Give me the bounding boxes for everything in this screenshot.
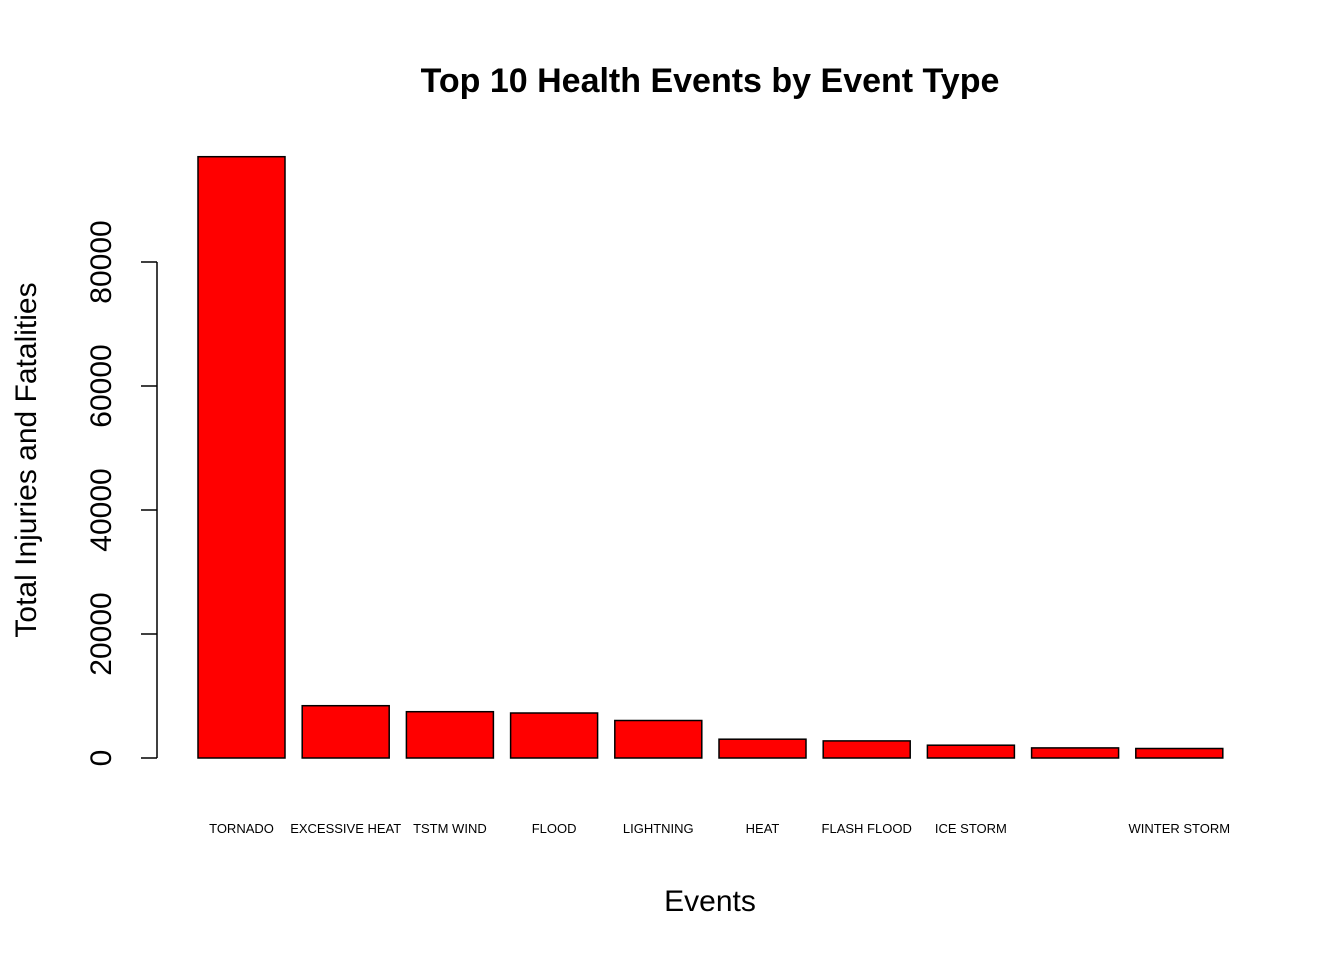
y-tick-label: 0 [85,750,118,767]
y-axis: 0 20000 40000 60000 80000 [85,220,158,767]
bar-ice-storm [926,744,1016,759]
bar-flood [509,712,599,759]
y-axis-label: Total Injuries and Fatalities [10,282,43,637]
x-tick-label: TORNADO [209,821,274,836]
bar-winter-storm [1135,747,1224,759]
bar-lightning [614,719,703,759]
x-axis-label: Events [664,885,756,918]
x-tick-label: LIGHTNING [623,821,694,836]
category-labels: TORNADO EXCESSIVE HEAT TSTM WIND FLOOD LIGHT… [209,821,1230,836]
y-tick-label: 80000 [85,220,118,303]
x-tick-label: FLOOD [532,821,577,836]
x-tick-label: WINTER STORM [1129,821,1231,836]
bar-tornado [197,155,286,759]
x-tick-label: ICE STORM [935,821,1007,836]
bar-flash-flood [822,740,911,759]
y-tick-label: 20000 [85,592,118,675]
x-tick-label: HEAT [746,821,780,836]
x-tick-label: TSTM WIND [413,821,487,836]
bars-group [197,155,1224,759]
chart-title: Top 10 Health Events by Event Type [421,62,1000,100]
bar-unlabeled [1030,747,1120,759]
bar-tstm-wind [405,710,495,759]
bar-heat [718,738,807,759]
bar-excessive-heat [301,704,390,759]
y-tick-label: 40000 [85,468,118,551]
x-tick-label: FLASH FLOOD [822,821,912,836]
y-tick-label: 60000 [85,344,118,427]
x-tick-label: EXCESSIVE HEAT [290,821,401,836]
